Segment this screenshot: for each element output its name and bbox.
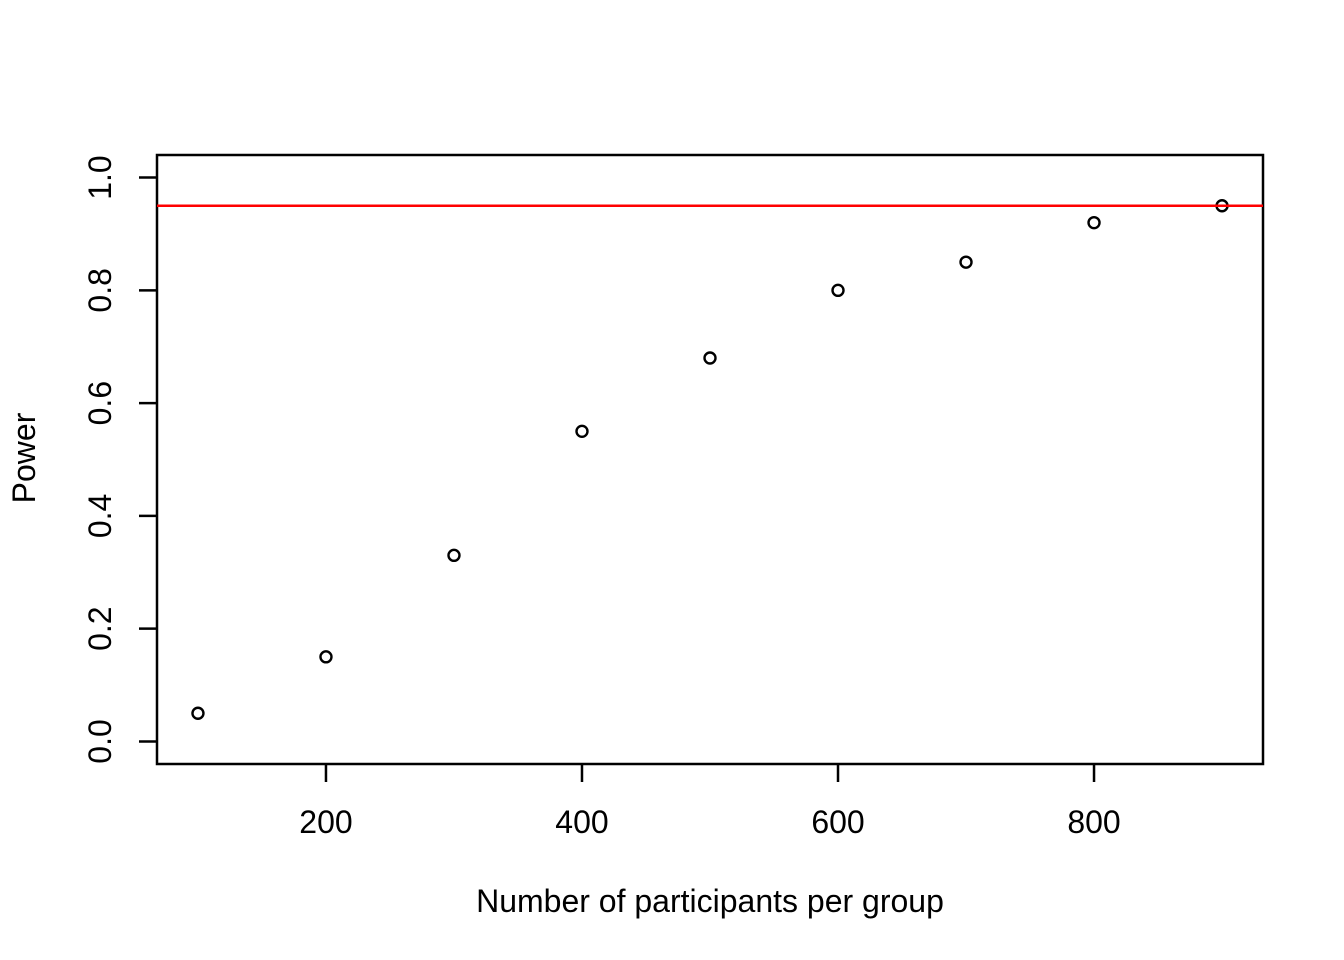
y-axis-label: Power [6,412,42,504]
x-tick-label: 400 [555,804,608,840]
data-point [447,548,461,563]
x-tick-label: 200 [299,804,352,840]
y-tick-label: 1.0 [82,155,118,199]
data-point [703,351,717,365]
data-point [831,283,845,298]
data-point [1087,215,1101,230]
y-tick-label: 0.8 [82,268,118,312]
data-point [319,650,333,664]
y-tick-label: 0.4 [82,494,118,538]
data-point [959,255,973,269]
plot-box [155,153,1265,766]
x-axis-label: Number of participants per group [476,883,944,919]
data-point [191,706,205,720]
x-tick-label: 600 [811,804,864,840]
x-tick-label: 800 [1067,804,1120,840]
y-tick-label: 0.0 [82,719,118,763]
y-tick-label: 0.2 [82,606,118,650]
y-tick-label: 0.6 [82,381,118,425]
data-point [575,424,589,439]
